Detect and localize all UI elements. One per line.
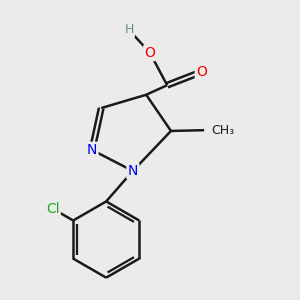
Text: H: H bbox=[124, 23, 134, 37]
Text: Cl: Cl bbox=[46, 202, 59, 216]
Text: O: O bbox=[145, 46, 155, 60]
Text: N: N bbox=[128, 164, 138, 178]
Text: O: O bbox=[196, 65, 207, 79]
Text: N: N bbox=[87, 143, 97, 157]
Text: CH₃: CH₃ bbox=[211, 124, 234, 137]
